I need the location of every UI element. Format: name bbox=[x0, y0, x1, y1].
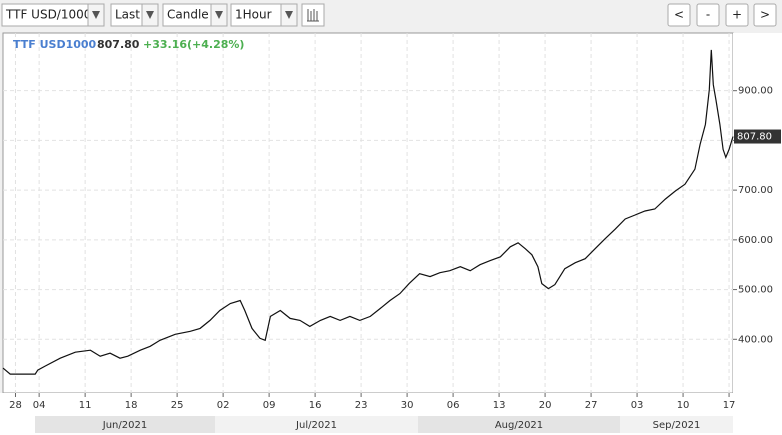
month-label: Jun/2021 bbox=[102, 420, 147, 431]
nav-button-label: < bbox=[674, 8, 684, 22]
nav-button[interactable] bbox=[725, 3, 749, 27]
y-tick-label: 600.00 bbox=[738, 235, 773, 246]
dropdown-arrow bbox=[92, 11, 100, 19]
legend-change: +33.16(+4.28%) bbox=[143, 38, 244, 51]
nav-button-label: > bbox=[760, 8, 770, 22]
x-tick-label: 27 bbox=[585, 400, 598, 411]
legend-symbol: TTF USD1000 bbox=[13, 38, 97, 51]
y-tick-label: 500.00 bbox=[738, 285, 773, 296]
chart-type-icon bbox=[307, 9, 319, 22]
x-tick-label: 18 bbox=[125, 400, 138, 411]
nav-button[interactable] bbox=[753, 3, 777, 27]
month-band bbox=[418, 416, 620, 433]
y-axis-area bbox=[733, 33, 782, 393]
dropdown-arrow bbox=[285, 11, 293, 19]
last-price-label: 807.80 bbox=[737, 132, 772, 143]
month-band bbox=[215, 416, 418, 433]
style-select-text: Candle bbox=[167, 8, 209, 22]
x-tick-label: 11 bbox=[79, 400, 92, 411]
x-tick-label: 16 bbox=[309, 400, 322, 411]
toolbar: TTF USD/1000 Last Candle 1Hour < - + > bbox=[1, 3, 777, 27]
x-tick-label: 04 bbox=[33, 400, 46, 411]
month-band bbox=[620, 416, 733, 433]
chart-type-button[interactable] bbox=[301, 3, 325, 27]
month-band bbox=[35, 416, 215, 433]
x-tick-label: 17 bbox=[723, 400, 736, 411]
dropdown-arrow bbox=[215, 11, 223, 19]
x-tick-label: 20 bbox=[539, 400, 552, 411]
field-select-text: Last bbox=[115, 8, 140, 22]
interval-select-text: 1Hour bbox=[235, 8, 272, 22]
nav-button-label: - bbox=[706, 8, 710, 22]
month-label: Jul/2021 bbox=[295, 420, 337, 431]
legend-last: 807.80 bbox=[97, 38, 140, 51]
month-label: Aug/2021 bbox=[495, 420, 543, 431]
y-tick-label: 900.00 bbox=[738, 86, 773, 97]
nav-button[interactable] bbox=[667, 3, 691, 27]
x-tick-label: 23 bbox=[355, 400, 368, 411]
chart: 400.00500.00600.00700.00800.00900.002804… bbox=[2, 33, 781, 433]
y-tick-label: 400.00 bbox=[738, 334, 773, 345]
x-tick-label: 10 bbox=[677, 400, 690, 411]
y-tick-label: 700.00 bbox=[738, 185, 773, 196]
nav-button-label: + bbox=[732, 8, 742, 22]
price-line bbox=[2, 49, 734, 375]
x-tick-label: 25 bbox=[171, 400, 184, 411]
plot-area bbox=[2, 32, 734, 394]
x-tick-label: 09 bbox=[263, 400, 276, 411]
x-tick-label: 30 bbox=[401, 400, 414, 411]
nav-button[interactable] bbox=[696, 3, 720, 27]
symbol-select-text: TTF USD/1000 bbox=[5, 8, 91, 22]
x-tick-label: 28 bbox=[9, 400, 22, 411]
x-tick-label: 13 bbox=[493, 400, 506, 411]
last-price-tag bbox=[734, 129, 781, 144]
x-tick-label: 02 bbox=[217, 400, 230, 411]
x-tick-label: 06 bbox=[447, 400, 460, 411]
dropdown-arrow bbox=[146, 11, 154, 19]
x-tick-label: 03 bbox=[631, 400, 644, 411]
month-label: Sep/2021 bbox=[653, 420, 701, 431]
